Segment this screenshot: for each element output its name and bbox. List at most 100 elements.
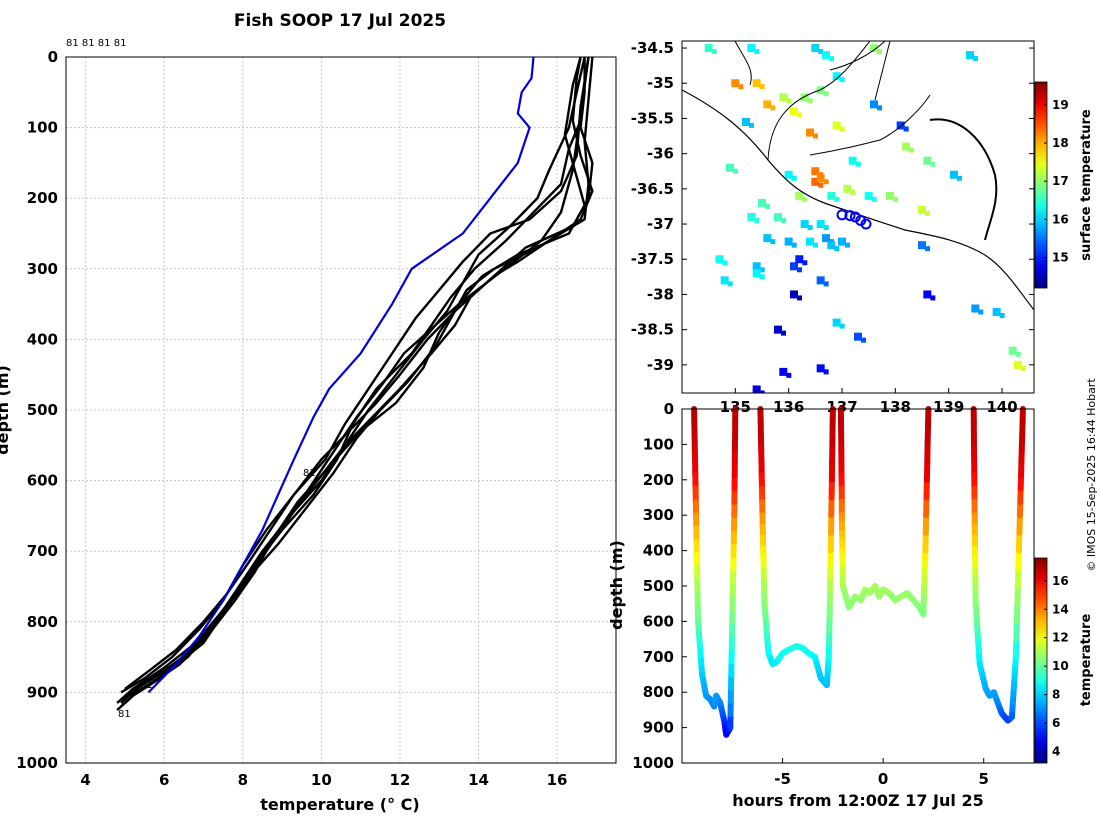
profile-line (120, 56, 590, 694)
section-axes-box (681, 408, 1035, 764)
sst-pixel (752, 79, 761, 88)
map-xtick: 136 (773, 398, 804, 416)
section-cb-tick: 16 (1052, 574, 1069, 588)
sst-pixel (816, 174, 825, 183)
sst-pixel (818, 49, 824, 55)
sst-pixel (839, 126, 845, 132)
map-ytick: -36.5 (631, 180, 674, 198)
sst-pixel (759, 267, 765, 273)
sst-pixel (893, 196, 898, 202)
map-ytick: -37 (647, 215, 674, 233)
profile-label-low: 81 (140, 680, 153, 691)
sst-pixel (823, 369, 829, 375)
profile-xtick: 10 (311, 771, 332, 789)
map-cb-tick: 16 (1052, 212, 1069, 226)
sst-pixel (877, 49, 882, 55)
sst-pixel (807, 98, 813, 104)
sst-pixel (742, 117, 750, 126)
sst-pixel (966, 51, 974, 60)
section-ytick: 500 (643, 577, 674, 595)
map-ytick: -34.5 (631, 39, 674, 57)
sst-pixel (823, 91, 829, 97)
map-xtick: 140 (986, 398, 1017, 416)
section-ytick: 900 (643, 719, 674, 737)
sst-pixel (704, 44, 713, 53)
section-cb-tick: 4 (1052, 745, 1060, 759)
sst-pixel (896, 121, 905, 130)
section-xtick: 5 (978, 770, 988, 788)
map-ytick: -38.5 (631, 321, 674, 339)
sst-pixel (754, 49, 760, 55)
map-sst-pixels (704, 44, 1026, 393)
sst-pixel (749, 122, 754, 128)
sst-pixel (781, 330, 786, 336)
sst-pixel (822, 234, 830, 243)
sst-pixel (870, 44, 878, 53)
sst-pixel (823, 225, 829, 231)
section-colorbar-label: temperature (1079, 614, 1094, 707)
map-ytick: -35 (647, 74, 674, 92)
map-ytick: -35.5 (631, 109, 674, 127)
sst-pixel (902, 142, 910, 151)
section-ytick: 800 (643, 683, 674, 701)
profile-line (124, 56, 586, 697)
map-cb-tick: 17 (1052, 174, 1069, 188)
sst-pixel (827, 241, 836, 250)
profile-panel: Fish SOOP 17 Jul 2025 81 81 81 81 4 6 8 10 1… (0, 11, 617, 814)
map-cb-tick: 18 (1052, 136, 1069, 150)
sst-pixel (850, 189, 856, 195)
profile-lines (116, 56, 594, 711)
section-xtick: 0 (878, 770, 888, 788)
sst-pixel (903, 126, 909, 132)
map-coastline-gulf-west (767, 41, 871, 161)
profile-ytick: 400 (27, 330, 58, 348)
map-colorbar-ticks: 15 16 17 18 19 (1044, 98, 1069, 264)
profile-ytick: 600 (27, 472, 58, 490)
sst-pixel (861, 337, 866, 343)
profile-ytick: 900 (27, 683, 58, 701)
profile-grid (66, 56, 616, 764)
sst-pixel (813, 242, 818, 248)
sst-pixel (779, 93, 788, 102)
sst-pixel (978, 309, 984, 315)
sst-pixel (795, 191, 804, 200)
credit-text: © IMOS 15-Sep-2025 16:44 Hobart (1085, 378, 1098, 572)
sst-pixel (832, 121, 841, 130)
sst-pixel (784, 170, 793, 179)
sst-pixel (811, 44, 820, 53)
sst-pixel (752, 262, 761, 271)
profile-xtick: 12 (389, 771, 410, 789)
sst-pixel (711, 49, 717, 55)
sst-pixel (1014, 360, 1022, 369)
sst-pixel (832, 72, 841, 81)
sst-pixel (807, 225, 813, 231)
sst-pixel (823, 179, 829, 185)
sst-pixel (923, 290, 932, 299)
sst-pixel (870, 100, 878, 109)
map-ytick: -37.5 (631, 250, 674, 268)
profile-ylabel: depth (m) (0, 365, 12, 455)
sst-pixel (855, 161, 861, 167)
profile-ytick: 200 (27, 189, 58, 207)
sst-pixel (886, 191, 894, 200)
section-ytick: 0 (664, 400, 674, 418)
sst-pixel (832, 318, 841, 327)
sst-pixel (992, 308, 1001, 317)
track-point (860, 218, 872, 230)
sst-pixel (790, 262, 798, 271)
sst-pixel (999, 313, 1005, 319)
sst-pixel (1008, 346, 1017, 355)
sst-pixel (925, 246, 930, 252)
sst-pixel (722, 260, 728, 266)
sst-pixel (726, 163, 734, 172)
section-dives (691, 406, 1026, 738)
sst-pixel (829, 56, 834, 62)
sst-pixel (918, 241, 926, 250)
section-ytick: 400 (643, 542, 674, 560)
sst-pixel (786, 98, 792, 104)
profile-xtick: 4 (80, 771, 90, 789)
profile-top-labels: 81 81 81 81 (66, 38, 126, 49)
profile-ticks: 4 6 8 10 12 14 16 0 100 200 300 400 500 600 700 800 900 1… (16, 48, 567, 789)
profile-ytick: 0 (48, 48, 58, 66)
profile-ytick: 500 (27, 401, 58, 419)
